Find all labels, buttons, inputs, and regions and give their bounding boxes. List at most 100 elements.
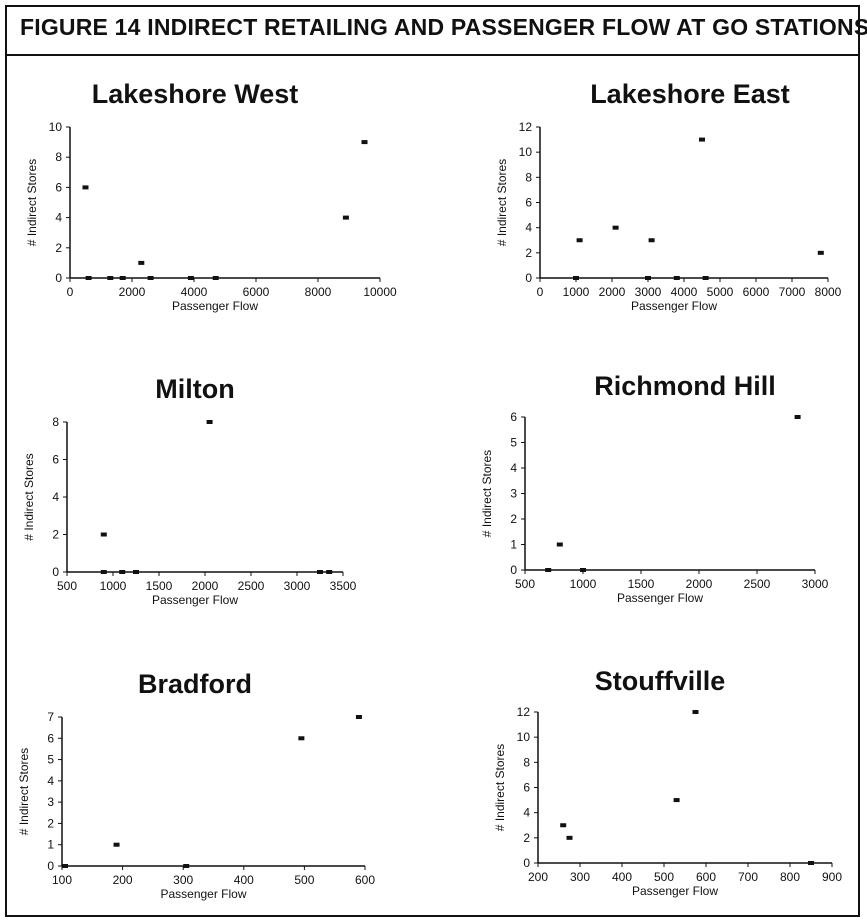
data-point — [138, 260, 145, 265]
x-axis-label: Passenger Flow — [632, 884, 718, 898]
data-point — [808, 861, 814, 865]
y-tick-label: 2 — [525, 246, 532, 260]
y-tick-label: 10 — [519, 145, 533, 159]
data-point — [317, 570, 323, 574]
data-point — [673, 276, 680, 280]
data-point — [82, 185, 89, 190]
x-tick-label: 300 — [173, 873, 193, 887]
x-tick-label: 1500 — [146, 579, 173, 593]
data-point — [212, 276, 219, 280]
data-point — [673, 798, 680, 803]
data-point — [119, 570, 126, 574]
y-tick-label: 4 — [55, 211, 62, 225]
y-tick-label: 6 — [510, 410, 517, 424]
data-point — [576, 238, 583, 243]
y-tick-label: 8 — [523, 755, 530, 769]
x-tick-label: 4000 — [181, 285, 208, 299]
data-point — [206, 420, 213, 424]
x-axis-label: Passenger Flow — [152, 593, 238, 607]
x-tick-label: 900 — [822, 870, 842, 884]
data-point — [566, 835, 573, 840]
y-axis-label: # Indirect Stores — [493, 744, 507, 831]
data-point — [794, 415, 801, 419]
x-tick-label: 3500 — [330, 579, 357, 593]
data-point — [183, 864, 190, 868]
figure-frame — [5, 5, 860, 917]
y-tick-label: 2 — [510, 512, 517, 526]
x-tick-label: 1000 — [563, 285, 590, 299]
x-tick-label: 500 — [654, 870, 674, 884]
y-tick-label: 2 — [523, 831, 530, 845]
y-tick-label: 1 — [510, 538, 517, 552]
x-tick-label: 10000 — [363, 285, 397, 299]
y-tick-label: 4 — [47, 774, 54, 788]
y-tick-label: 0 — [55, 271, 62, 285]
x-tick-label: 0 — [537, 285, 544, 299]
x-axis-label: Passenger Flow — [172, 299, 258, 313]
x-tick-label: 500 — [294, 873, 314, 887]
x-tick-label: 3000 — [284, 579, 311, 593]
x-tick-label: 300 — [570, 870, 590, 884]
data-point — [113, 842, 120, 847]
data-point — [702, 276, 709, 280]
data-point — [187, 276, 194, 280]
x-tick-label: 2500 — [744, 577, 771, 591]
x-tick-label: 5000 — [707, 285, 734, 299]
chart-richmond-hill: Richmond Hill 0 1 2 3 4 5 6 500 1000 1500 2000 2500 3… — [480, 371, 829, 605]
x-tick-label: 4000 — [671, 285, 698, 299]
x-axis-label: Passenger Flow — [631, 299, 717, 313]
y-tick-label: 8 — [55, 150, 62, 164]
data-point — [545, 568, 552, 572]
x-tick-label: 800 — [780, 870, 800, 884]
data-point — [361, 140, 368, 145]
x-tick-label: 600 — [355, 873, 375, 887]
y-axis-label: # Indirect Stores — [480, 450, 494, 537]
x-tick-label: 2000 — [119, 285, 146, 299]
y-tick-label: 6 — [525, 196, 532, 210]
y-axis-label: # Indirect Stores — [17, 748, 31, 835]
x-tick-label: 6000 — [243, 285, 270, 299]
x-axis-label: Passenger Flow — [160, 887, 246, 901]
chart-title: Richmond Hill — [594, 371, 776, 401]
x-tick-label: 8000 — [305, 285, 332, 299]
x-tick-label: 3000 — [802, 577, 829, 591]
x-tick-label: 1000 — [100, 579, 127, 593]
y-tick-label: 0 — [47, 859, 54, 873]
x-tick-label: 400 — [234, 873, 254, 887]
y-tick-label: 5 — [510, 436, 517, 450]
y-tick-label: 4 — [52, 490, 59, 504]
x-tick-label: 2000 — [599, 285, 626, 299]
x-tick-label: 1500 — [628, 577, 655, 591]
y-tick-label: 8 — [52, 415, 59, 429]
y-tick-label: 6 — [55, 180, 62, 194]
data-point — [298, 736, 305, 741]
data-point — [817, 250, 824, 255]
x-tick-label: 500 — [57, 579, 77, 593]
chart-title: Bradford — [138, 669, 252, 699]
y-tick-label: 0 — [523, 856, 530, 870]
data-point — [62, 864, 69, 868]
x-tick-label: 700 — [738, 870, 758, 884]
chart-stouffville: Stouffville 0 2 4 6 8 10 12 200 300 400 500 600 700 80… — [493, 666, 842, 898]
y-tick-label: 0 — [525, 271, 532, 285]
chart-bradford: Bradford 0 1 2 3 4 5 6 7 100 200 300 400 500 600 Passen… — [17, 669, 375, 901]
y-tick-label: 10 — [49, 120, 63, 134]
x-tick-label: 2000 — [686, 577, 713, 591]
x-tick-label: 2500 — [238, 579, 265, 593]
x-tick-label: 200 — [528, 870, 548, 884]
x-axis-label: Passenger Flow — [617, 591, 703, 605]
y-tick-label: 12 — [517, 705, 531, 719]
data-point — [612, 225, 619, 230]
x-tick-label: 400 — [612, 870, 632, 884]
data-point — [645, 276, 651, 280]
data-point — [560, 823, 567, 828]
data-point — [326, 570, 333, 574]
x-tick-label: 0 — [67, 285, 74, 299]
chart-title: Lakeshore East — [590, 79, 790, 109]
chart-title: Lakeshore West — [92, 79, 299, 109]
x-tick-label: 2000 — [192, 579, 219, 593]
data-point — [580, 568, 586, 572]
y-tick-label: 1 — [47, 838, 54, 852]
y-tick-label: 6 — [523, 781, 530, 795]
data-point — [100, 570, 107, 574]
